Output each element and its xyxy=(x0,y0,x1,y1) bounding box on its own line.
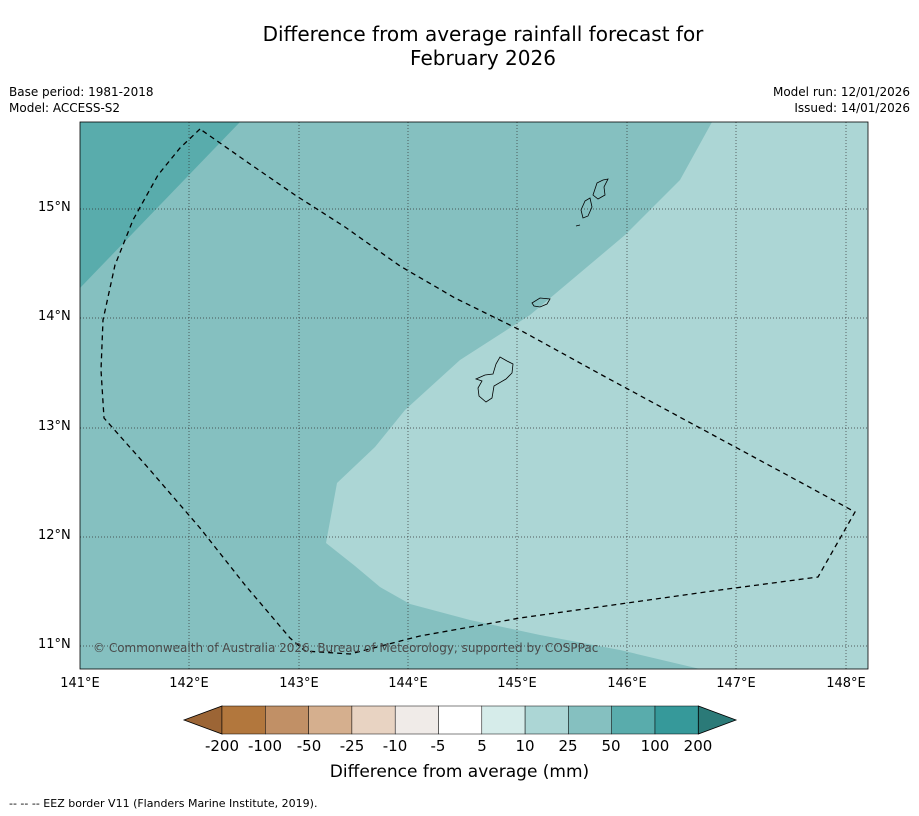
eez-footnote: -- -- -- EEZ border V11 (Flanders Marine… xyxy=(9,797,318,810)
colorbar-tick-label: -25 xyxy=(339,737,365,755)
map-title: Difference from average rainfall forecas… xyxy=(0,22,919,70)
colorbar-tick-label: 100 xyxy=(640,737,670,755)
eez-border xyxy=(100,128,856,655)
island-aguijan xyxy=(575,224,581,227)
lat-label: 13°N xyxy=(38,419,71,434)
colorbar-segment xyxy=(611,705,656,735)
region-dark xyxy=(80,122,240,288)
colorbar-tick-label: -50 xyxy=(296,737,322,755)
colorbar xyxy=(182,705,738,735)
colorbar-segment xyxy=(568,705,612,735)
colorbar-segment xyxy=(394,705,439,735)
colorbar-tick-label: 200 xyxy=(683,737,713,755)
lat-label: 11°N xyxy=(38,637,71,652)
colorbar-segment xyxy=(524,705,569,735)
lon-label: 142°E xyxy=(169,676,209,691)
model-run: Model run: 12/01/2026 xyxy=(772,85,910,99)
lon-label: 144°E xyxy=(388,676,428,691)
colorbar-segment xyxy=(481,705,526,735)
meta-right: Model run: 12/01/2026 Issued: 14/01/2026 xyxy=(773,84,910,116)
map-border xyxy=(79,121,869,670)
island-guam xyxy=(474,356,514,403)
island-saipan xyxy=(592,178,609,200)
colorbar-tick-label: -100 xyxy=(247,737,283,755)
lat-label: 14°N xyxy=(38,309,71,324)
colorbar-segment xyxy=(438,705,483,735)
colorbar-tick-label: 25 xyxy=(558,737,578,755)
colorbar-tick-label: -200 xyxy=(204,737,240,755)
colorbar-segment xyxy=(654,705,699,735)
lon-label: 143°E xyxy=(279,676,319,691)
base-period: Base period: 1981-2018 xyxy=(9,85,154,99)
lon-label: 145°E xyxy=(497,676,537,691)
lat-label: 12°N xyxy=(38,528,71,543)
colorbar-segment xyxy=(221,705,266,735)
colorbar-extend-low xyxy=(182,705,223,735)
copyright-notice: © Commonwealth of Australia 2026, Bureau… xyxy=(93,641,599,655)
colorbar-segment xyxy=(265,705,309,735)
colorbar-tick-label: -5 xyxy=(430,737,446,755)
island-rota xyxy=(531,297,551,308)
region-light xyxy=(326,122,868,669)
lon-label: 146°E xyxy=(607,676,647,691)
meta-left: Base period: 1981-2018 Model: ACCESS-S2 xyxy=(9,84,154,116)
lon-label: 141°E xyxy=(60,676,100,691)
colorbar-extend-high xyxy=(697,705,738,735)
islands xyxy=(474,178,609,403)
lat-label: 15°N xyxy=(38,200,71,215)
title-line-2: February 2026 xyxy=(410,46,556,70)
colorbar-tick-label: -10 xyxy=(382,737,408,755)
colorbar-segment xyxy=(308,705,353,735)
island-tinian xyxy=(580,197,593,219)
colorbar-title: Difference from average (mm) xyxy=(329,762,590,782)
colorbar-segment xyxy=(351,705,396,735)
colorbar-tick-label: 50 xyxy=(601,737,621,755)
issued-date: Issued: 14/01/2026 xyxy=(794,101,910,115)
lon-label: 147°E xyxy=(716,676,756,691)
lon-label: 148°E xyxy=(826,676,866,691)
model-name: Model: ACCESS-S2 xyxy=(9,101,121,115)
colorbar-tick-label: 5 xyxy=(477,737,487,755)
gridlines xyxy=(80,122,868,669)
title-line-1: Difference from average rainfall forecas… xyxy=(262,22,704,46)
colorbar-tick-label: 10 xyxy=(515,737,535,755)
map-area[interactable] xyxy=(80,122,868,669)
